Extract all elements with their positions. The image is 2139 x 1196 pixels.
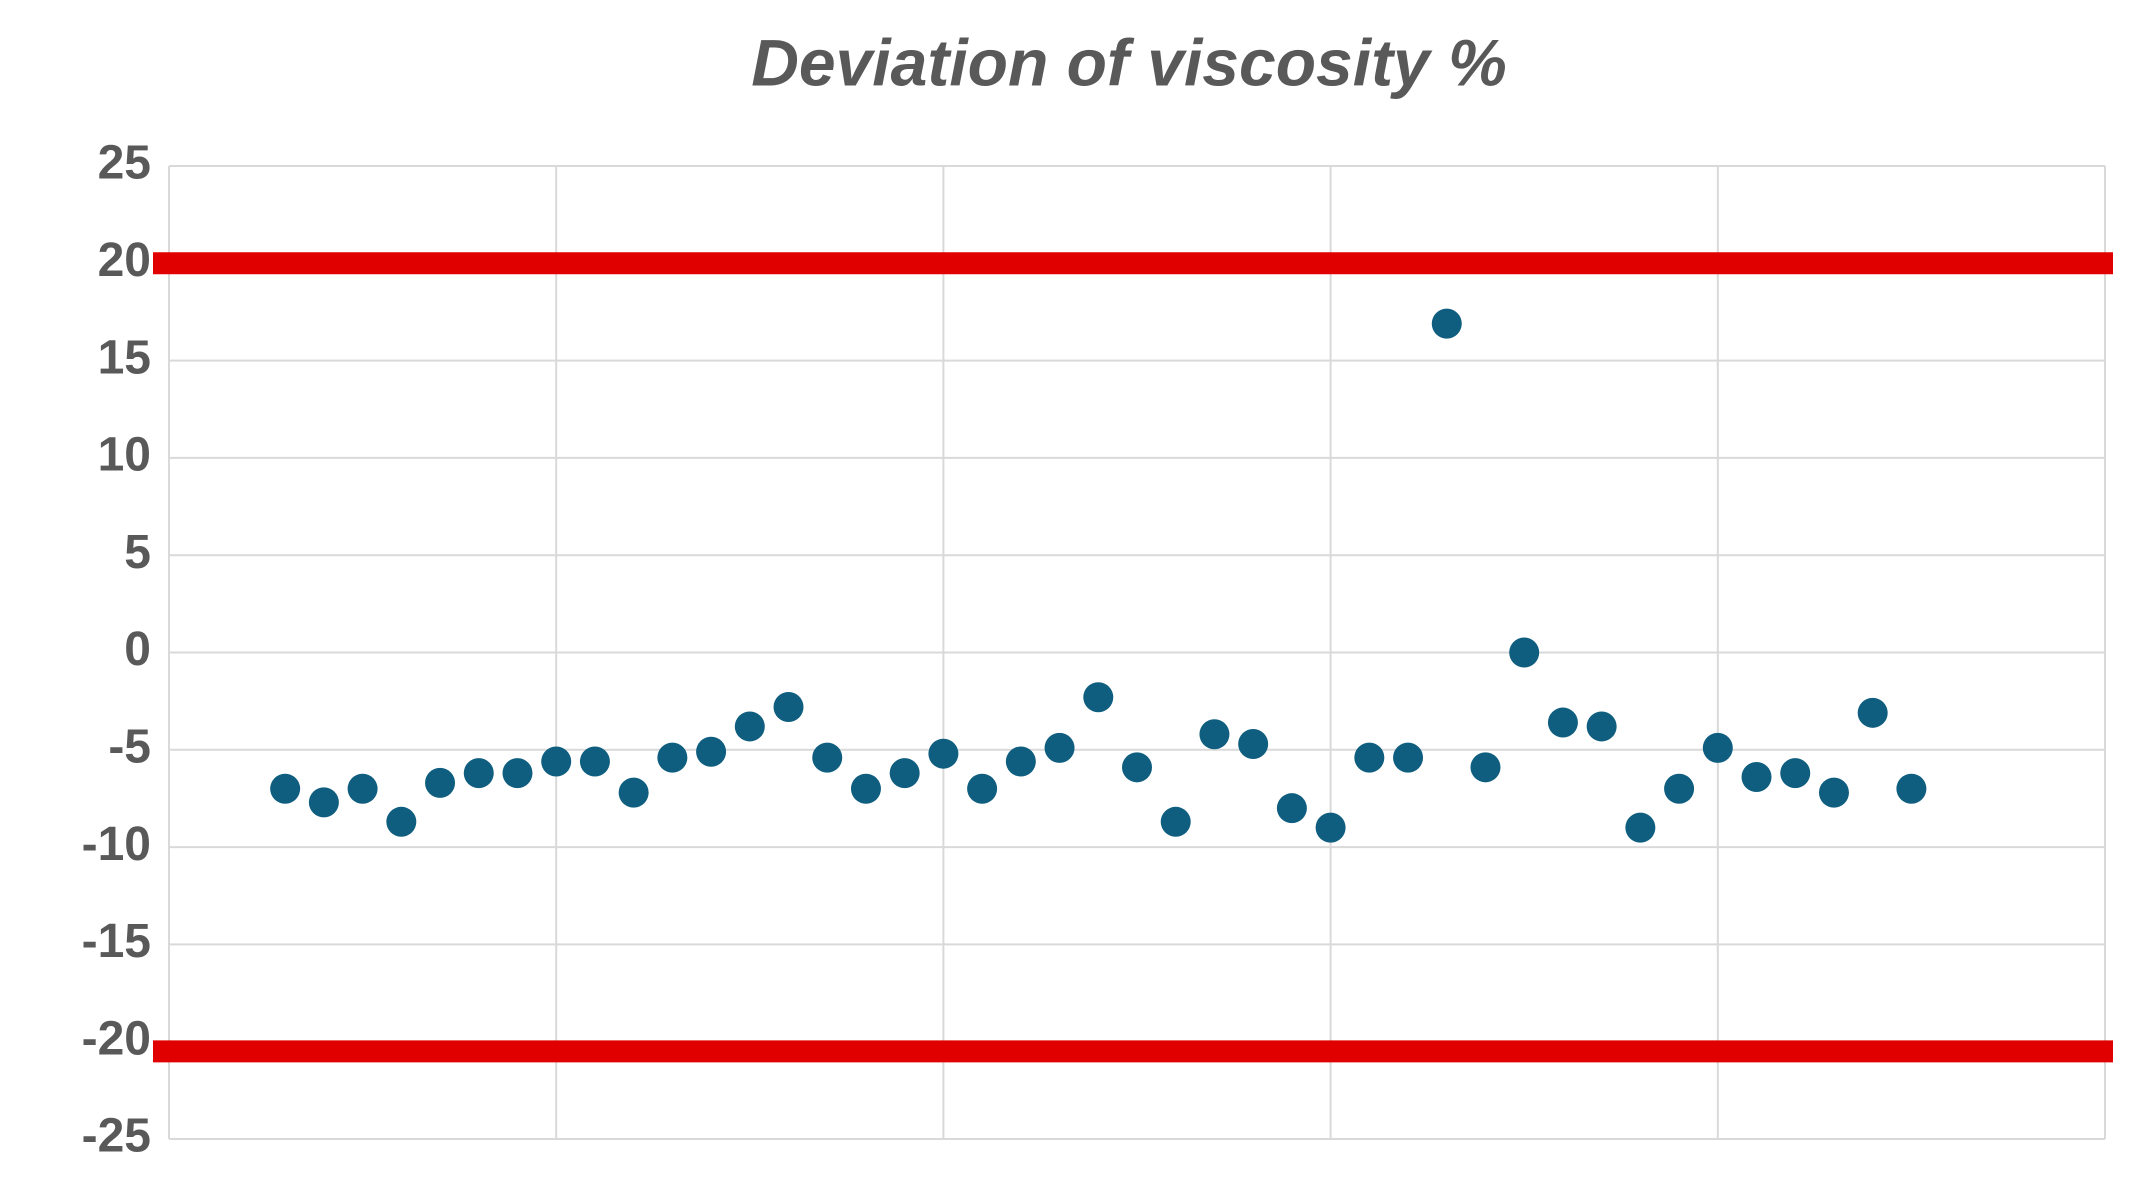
data-point xyxy=(1586,711,1617,742)
data-point xyxy=(502,758,533,789)
y-tick-label: -5 xyxy=(108,720,151,773)
data-point xyxy=(386,806,417,837)
data-point xyxy=(812,742,843,773)
data-point xyxy=(347,773,378,804)
data-point xyxy=(1393,742,1424,773)
data-point xyxy=(1122,752,1152,783)
data-point xyxy=(1509,637,1540,668)
data-point xyxy=(1780,758,1811,789)
data-point xyxy=(1857,697,1888,728)
y-tick-label: -10 xyxy=(82,818,151,871)
data-point xyxy=(850,773,881,804)
data-point xyxy=(308,787,339,818)
data-point xyxy=(1625,812,1656,843)
data-point xyxy=(889,758,920,789)
data-point xyxy=(928,738,959,769)
data-point xyxy=(1238,728,1269,759)
data-point xyxy=(541,746,572,777)
data-point xyxy=(1276,793,1307,824)
y-tick-label: 15 xyxy=(98,331,151,384)
y-tick-label: 25 xyxy=(98,137,151,190)
data-point xyxy=(1044,732,1075,763)
data-point xyxy=(1083,682,1114,713)
data-point xyxy=(1470,752,1501,783)
data-point xyxy=(579,746,610,777)
data-point xyxy=(618,777,649,808)
data-point xyxy=(425,767,456,798)
data-point xyxy=(967,773,998,804)
data-point xyxy=(270,773,301,804)
data-point xyxy=(657,742,688,773)
data-point xyxy=(1702,732,1733,763)
data-point xyxy=(1664,773,1695,804)
chart-title: Deviation of viscosity % xyxy=(751,25,1507,99)
data-point xyxy=(1431,308,1462,339)
data-point xyxy=(1199,719,1230,750)
y-tick-label: -25 xyxy=(82,1110,151,1163)
data-point xyxy=(696,736,727,767)
data-point xyxy=(1818,777,1849,808)
y-tick-label: 5 xyxy=(124,526,151,579)
y-tick-label: -20 xyxy=(82,1012,151,1065)
y-tick-label: 20 xyxy=(98,234,151,287)
data-point xyxy=(1896,773,1927,804)
data-point xyxy=(1354,742,1385,773)
data-point xyxy=(1547,707,1578,738)
data-point xyxy=(773,691,804,722)
data-point xyxy=(1315,812,1346,843)
data-point xyxy=(463,758,494,789)
y-tick-label: 10 xyxy=(98,429,151,482)
data-point xyxy=(1741,762,1772,793)
data-point xyxy=(734,711,765,742)
y-tick-label: -15 xyxy=(82,915,151,968)
y-tick-label: 0 xyxy=(124,623,151,676)
data-point xyxy=(1005,746,1036,777)
data-point xyxy=(1160,806,1191,837)
